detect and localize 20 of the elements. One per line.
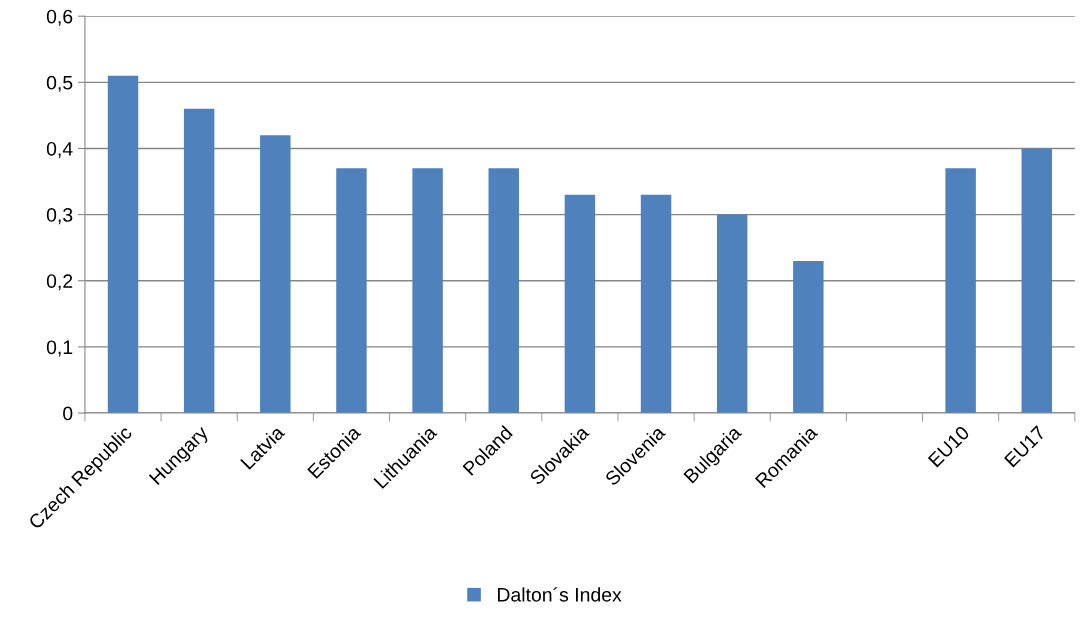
bar [336,168,367,414]
y-tick-label: 0,4 [46,141,73,159]
bar [1021,148,1052,414]
bar [107,75,139,414]
bar [488,168,519,414]
y-tick-label: 0,3 [46,208,73,225]
bar [716,214,748,414]
bar [412,168,443,414]
legend-label: Dalton´s Index [498,587,622,602]
bar [260,135,291,414]
y-tick-label: 0,5 [46,75,73,92]
bar [564,194,596,414]
bar [945,168,976,414]
y-tick-label: 0 [63,406,73,421]
y-tick-label: 0,1 [46,340,73,357]
y-tick-label: 0,2 [46,274,73,291]
bar [640,194,672,414]
y-tick-label: 0,6 [46,9,73,26]
bar [793,260,824,414]
bar [183,108,215,414]
